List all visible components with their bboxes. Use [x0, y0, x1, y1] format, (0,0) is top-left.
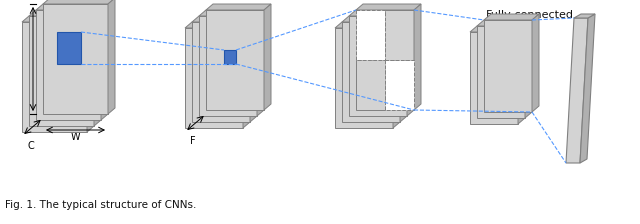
Polygon shape: [185, 22, 250, 28]
Polygon shape: [206, 10, 264, 110]
Polygon shape: [356, 10, 414, 110]
Polygon shape: [257, 10, 264, 116]
Text: Activation: Activation: [202, 10, 258, 20]
Polygon shape: [199, 16, 257, 116]
Polygon shape: [393, 22, 400, 128]
Polygon shape: [580, 14, 595, 163]
Polygon shape: [94, 10, 101, 126]
Polygon shape: [43, 4, 108, 114]
Polygon shape: [243, 22, 250, 128]
Polygon shape: [342, 22, 400, 122]
Text: H: H: [22, 49, 29, 58]
Polygon shape: [335, 22, 400, 28]
Polygon shape: [250, 16, 257, 122]
Polygon shape: [192, 16, 257, 22]
Polygon shape: [101, 4, 108, 120]
Polygon shape: [470, 32, 518, 124]
Text: Fig. 1. The typical structure of CNNs.: Fig. 1. The typical structure of CNNs.: [5, 200, 196, 210]
Polygon shape: [470, 26, 525, 32]
Polygon shape: [192, 22, 250, 122]
Text: Pooling: Pooling: [355, 10, 395, 20]
Polygon shape: [224, 50, 236, 64]
Polygon shape: [356, 10, 385, 60]
Polygon shape: [484, 14, 539, 20]
Polygon shape: [400, 16, 407, 122]
Polygon shape: [525, 20, 532, 118]
Polygon shape: [385, 60, 414, 110]
Polygon shape: [22, 16, 94, 22]
Polygon shape: [264, 4, 271, 110]
Polygon shape: [335, 28, 393, 128]
Polygon shape: [57, 32, 81, 64]
Polygon shape: [356, 4, 421, 10]
Polygon shape: [185, 28, 243, 128]
Text: C: C: [27, 141, 34, 151]
Polygon shape: [43, 0, 115, 4]
Polygon shape: [349, 10, 414, 16]
Polygon shape: [87, 16, 94, 132]
Polygon shape: [108, 0, 115, 114]
Text: W: W: [70, 132, 80, 142]
Polygon shape: [532, 14, 539, 112]
Text: Conv: Conv: [61, 10, 89, 20]
Polygon shape: [484, 20, 532, 112]
Polygon shape: [22, 22, 87, 132]
Text: Fully-connected: Fully-connected: [486, 10, 574, 20]
Polygon shape: [36, 10, 101, 120]
Polygon shape: [414, 4, 421, 110]
Polygon shape: [36, 4, 108, 10]
Polygon shape: [574, 14, 595, 18]
Polygon shape: [199, 10, 264, 16]
Polygon shape: [29, 16, 94, 126]
Polygon shape: [477, 26, 525, 118]
Polygon shape: [407, 10, 414, 116]
Polygon shape: [518, 26, 525, 124]
Polygon shape: [342, 16, 407, 22]
Polygon shape: [477, 20, 532, 26]
Polygon shape: [349, 16, 407, 116]
Polygon shape: [566, 18, 588, 163]
Text: F: F: [189, 136, 195, 146]
Polygon shape: [206, 4, 271, 10]
Polygon shape: [29, 10, 101, 16]
